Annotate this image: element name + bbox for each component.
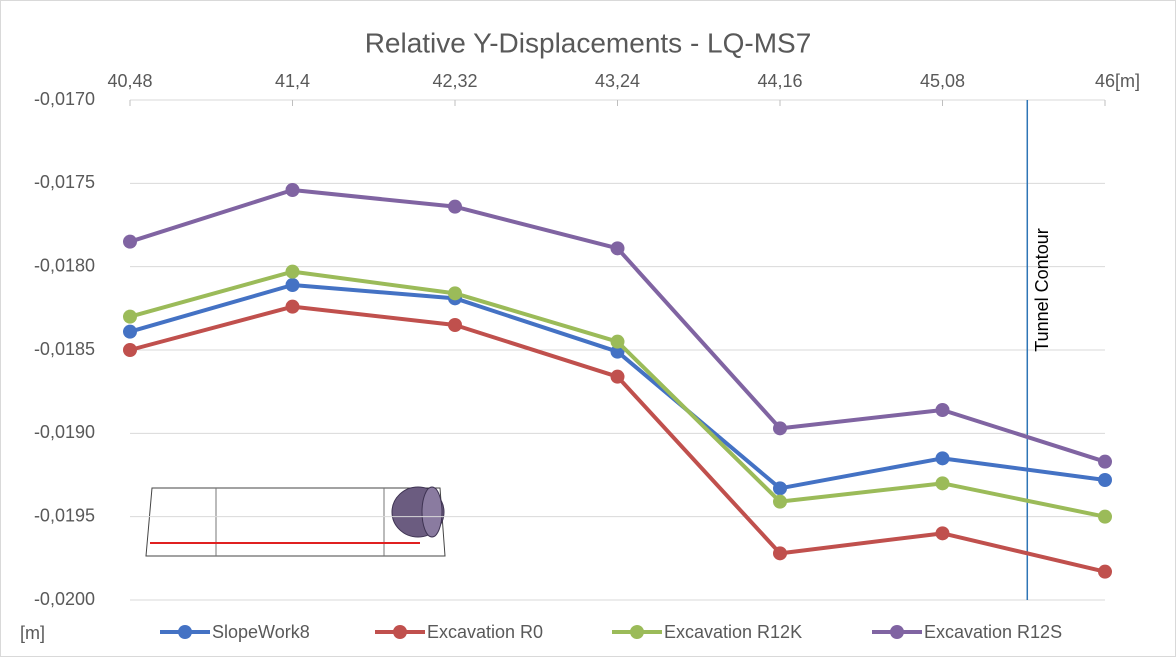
y-tick-label: -0,0180: [34, 255, 95, 275]
data-point: [1098, 509, 1112, 524]
legend-marker: [178, 625, 192, 639]
data-point: [935, 403, 950, 417]
annotation-label: Tunnel Contour: [1032, 228, 1052, 351]
y-unit: [m]: [20, 623, 45, 643]
data-point: [1098, 564, 1112, 579]
data-point: [610, 334, 625, 349]
data-point: [123, 343, 137, 357]
y-tick-label: -0,0195: [34, 505, 95, 525]
data-point: [610, 369, 625, 384]
data-point: [610, 241, 625, 256]
legend-label: SlopeWork8: [212, 622, 310, 642]
y-tick-label: -0,0185: [34, 339, 95, 359]
data-point: [285, 299, 300, 314]
data-point: [1098, 473, 1112, 487]
y-tick-label: -0,0190: [34, 422, 95, 442]
data-point: [773, 421, 787, 436]
legend-marker: [630, 625, 644, 639]
legend-label: Excavation R0: [427, 622, 543, 642]
x-unit: [m]: [1115, 71, 1140, 91]
y-tick-label: -0,0170: [34, 89, 95, 109]
data-point: [610, 344, 625, 359]
data-point: [935, 476, 950, 491]
legend-marker: [393, 625, 407, 639]
x-tick-label: 43,24: [595, 71, 640, 91]
y-tick-label: -0,0175: [34, 172, 95, 192]
data-point: [123, 234, 137, 249]
data-point: [123, 309, 137, 324]
legend-label: Excavation R12K: [664, 622, 802, 642]
x-tick-label: 42,32: [432, 71, 477, 91]
x-tick-label: 46: [1095, 71, 1115, 91]
legend-marker: [890, 625, 904, 639]
data-point: [285, 183, 300, 197]
data-point: [1098, 454, 1112, 469]
x-tick-label: 41,4: [275, 71, 310, 91]
x-tick-label: 40,48: [107, 71, 152, 91]
data-point: [448, 286, 462, 301]
data-point: [285, 264, 300, 279]
y-tick-label: -0,0200: [34, 589, 95, 609]
data-point: [935, 451, 950, 466]
x-tick-label: 45,08: [920, 71, 965, 91]
data-point: [935, 526, 950, 541]
inset-diagram: [145, 486, 446, 557]
data-point: [773, 481, 787, 496]
legend-label: Excavation R12S: [924, 622, 1062, 642]
data-point: [448, 318, 462, 332]
data-point: [123, 324, 137, 339]
chart-title: Relative Y-Displacements - LQ-MS7: [365, 27, 812, 58]
data-point: [285, 278, 300, 292]
x-tick-label: 44,16: [757, 71, 802, 91]
data-point: [448, 199, 462, 214]
data-point: [773, 546, 787, 561]
data-point: [773, 494, 787, 509]
